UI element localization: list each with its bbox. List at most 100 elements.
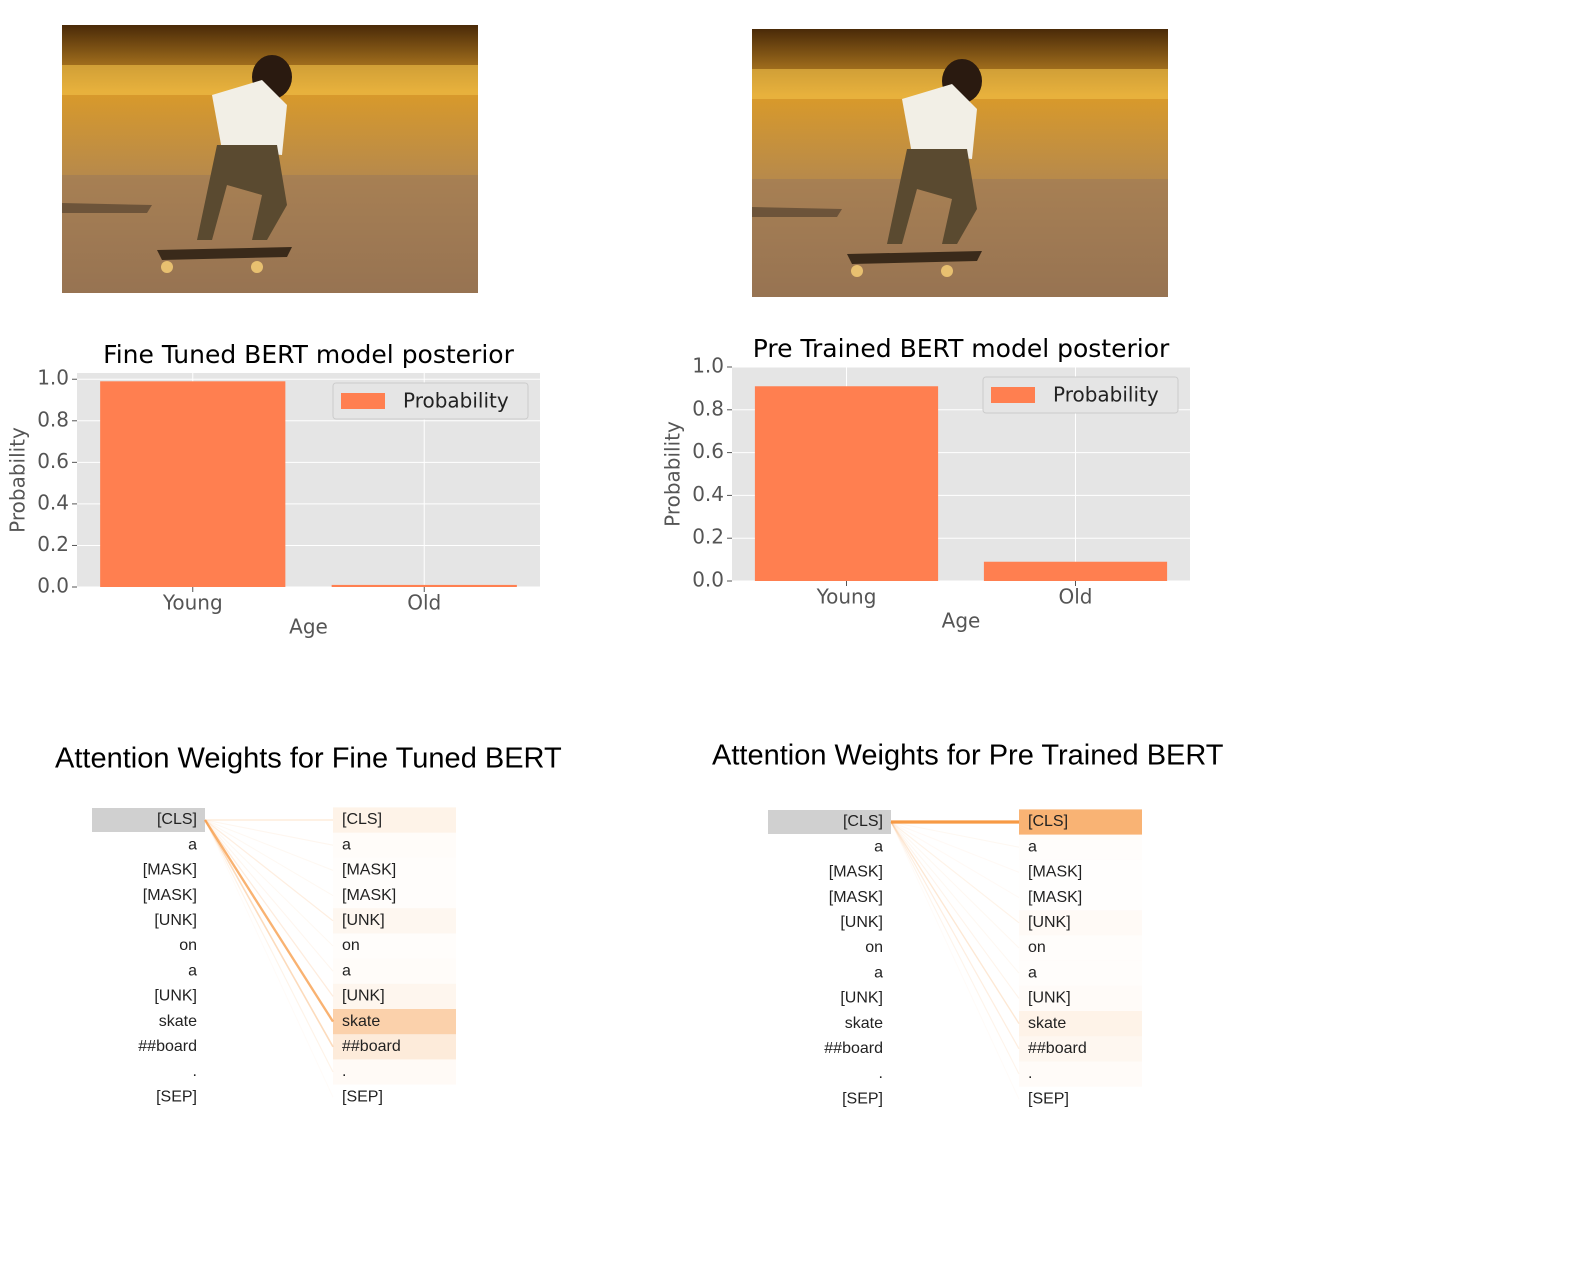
y-tick-label: 0.4: [692, 482, 724, 506]
attention-line: [890, 821, 1020, 848]
attention-line: [204, 819, 334, 897]
y-tick-label: 1.0: [37, 366, 69, 390]
bar: [983, 561, 1168, 581]
attention-line: [890, 821, 1020, 873]
left-token: ##board: [824, 1040, 883, 1057]
y-tick-label: 0.0: [37, 574, 69, 598]
legend-box: [332, 382, 529, 420]
left-token: ##board: [138, 1038, 197, 1055]
attention-cell: [333, 908, 456, 934]
right-token: a: [342, 836, 351, 853]
right-token: skate: [342, 1013, 380, 1030]
right-token: [MASK]: [342, 887, 396, 904]
right-token: [UNK]: [1028, 990, 1071, 1007]
right-token: [MASK]: [342, 862, 396, 879]
bar: [100, 381, 286, 587]
right-token: ##board: [342, 1038, 401, 1055]
left-token: a: [874, 838, 883, 855]
x-axis-label: Age: [289, 615, 328, 639]
x-tick-label: Young: [162, 591, 223, 615]
y-axis-label: Probability: [661, 421, 685, 527]
right-token: on: [1028, 939, 1046, 956]
attention-line: [890, 821, 1020, 974]
left-token: a: [188, 962, 197, 979]
left-token: [MASK]: [829, 864, 883, 881]
right-token: [UNK]: [342, 912, 385, 929]
attention-cell: [333, 959, 456, 984]
attention-line: [890, 821, 1020, 949]
attention-cell: [333, 1034, 456, 1060]
left-token: [MASK]: [143, 862, 197, 879]
attention-line: [890, 821, 1020, 899]
y-tick-label: 0.0: [692, 568, 724, 592]
left-token: .: [879, 1065, 883, 1082]
right-token: [MASK]: [1028, 889, 1082, 906]
attention-line: [204, 819, 334, 846]
right-token: [SEP]: [342, 1088, 383, 1105]
x-tick-label: Old: [1059, 585, 1093, 609]
y-tick-label: 0.8: [37, 407, 69, 431]
y-tick-label: 0.4: [37, 490, 69, 514]
legend-label: Probability: [1053, 383, 1159, 407]
attention-line: [204, 819, 334, 1048]
attention-line: [890, 821, 1020, 1024]
left-token: [MASK]: [143, 887, 197, 904]
attention-cell: [1019, 961, 1142, 986]
left-token: [SEP]: [156, 1088, 197, 1105]
attention-title: Attention Weights for Fine Tuned BERT: [55, 743, 562, 775]
y-tick-label: 1.0: [692, 354, 724, 378]
y-tick-label: 0.6: [37, 449, 69, 473]
attention-cell: [1019, 835, 1142, 860]
y-axis-label: Probability: [6, 427, 30, 533]
bar: [754, 386, 939, 581]
y-tick-label: 0.8: [692, 396, 724, 420]
attention-cell: [1019, 985, 1142, 1011]
x-tick-label: Young: [816, 585, 877, 609]
x-axis-label: Age: [942, 609, 981, 633]
attention-cell: [333, 833, 456, 858]
left-token: skate: [845, 1015, 883, 1032]
left-token: a: [188, 836, 197, 853]
attention-cell: [1019, 910, 1142, 936]
right-token: a: [1028, 964, 1037, 981]
legend-box: [982, 376, 1179, 414]
left-token: .: [193, 1063, 197, 1080]
y-tick-label: 0.2: [692, 525, 724, 549]
attention-line: [890, 821, 1020, 1100]
attention-line: [890, 821, 1020, 999]
right-token: [UNK]: [1028, 914, 1071, 931]
left-token: on: [179, 937, 197, 954]
attention-cell: [1019, 809, 1142, 835]
chart-title: Fine Tuned BERT model posterior: [103, 340, 514, 369]
attention-cell: [1019, 1061, 1142, 1087]
legend-label: Probability: [403, 389, 509, 413]
attention-title: Attention Weights for Pre Trained BERT: [712, 740, 1224, 772]
right-token: [CLS]: [342, 811, 382, 828]
attention-line: [204, 819, 334, 947]
attention-line: [204, 819, 334, 1073]
left-token: [UNK]: [840, 990, 883, 1007]
attention-cell: [333, 983, 456, 1009]
left-token: [CLS]: [843, 813, 883, 830]
right-token: ##board: [1028, 1040, 1087, 1057]
left-token: [UNK]: [154, 988, 197, 1005]
right-token: .: [342, 1063, 346, 1080]
right-token: skate: [1028, 1015, 1066, 1032]
left-token: [UNK]: [154, 912, 197, 929]
bar: [331, 584, 517, 587]
photo: [62, 25, 478, 293]
left-token: [UNK]: [840, 914, 883, 931]
x-tick-label: Old: [407, 591, 441, 615]
left-token: on: [865, 939, 883, 956]
attention-line: [204, 819, 334, 871]
left-token: a: [874, 964, 883, 981]
attention-cell: [1019, 1011, 1142, 1037]
attention-line: [204, 819, 334, 1098]
right-token: a: [1028, 838, 1037, 855]
chart-title: Pre Trained BERT model posterior: [753, 334, 1170, 363]
attention-line: [890, 821, 1020, 1050]
legend-swatch: [991, 387, 1035, 403]
photo: [752, 29, 1168, 297]
